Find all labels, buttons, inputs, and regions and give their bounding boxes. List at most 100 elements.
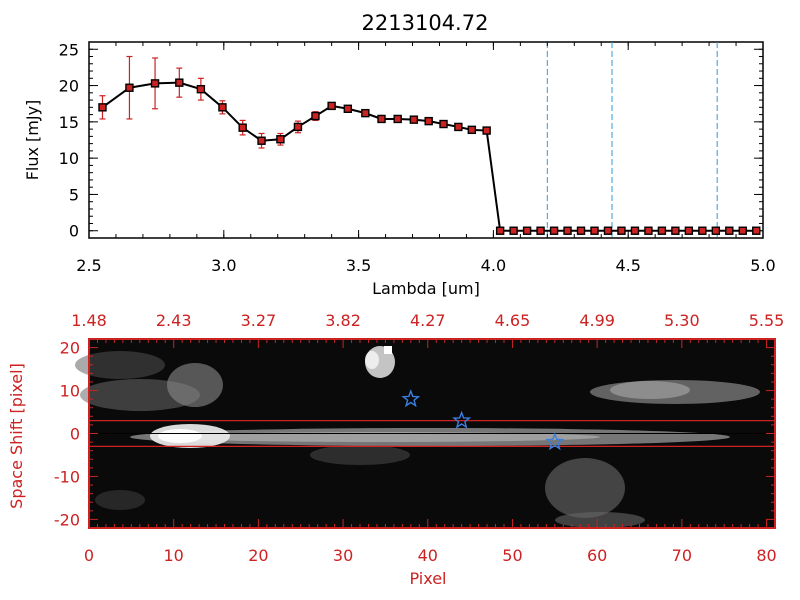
data-point [293, 122, 303, 132]
data-point [125, 83, 134, 92]
wavelength-tick-label: 3.82 [325, 311, 361, 330]
pixel-tick-label: 50 [502, 546, 522, 565]
data-point [98, 103, 107, 112]
data-point [257, 136, 266, 145]
data-point [684, 226, 694, 235]
pixel-tick-label: 20 [248, 546, 268, 565]
x-tick-label: 3.5 [346, 256, 371, 275]
x-tick-label: 2.5 [76, 256, 101, 275]
chart-title: 2213104.72 [362, 11, 489, 35]
data-point [509, 226, 518, 235]
y-axis-label: Flux [mJy] [23, 100, 42, 181]
wavelength-tick-label: 1.48 [71, 311, 107, 330]
spectrum-plot: 2213104.72 2.5 3.0 3.5 4.0 4.5 5.0 0 5 10 15 20 25… [23, 11, 776, 298]
star-markers [401, 389, 565, 451]
data-point [576, 226, 586, 235]
spectral-image [75, 346, 760, 528]
x-tick-labels: 2.5 3.0 3.5 4.0 4.5 5.0 [76, 256, 775, 275]
shift-tick-label: -20 [54, 510, 80, 529]
pixel-tick-label: 10 [164, 546, 184, 565]
axis-ticks [88, 42, 764, 238]
pixel-tick-label: 80 [756, 546, 776, 565]
data-point [409, 115, 419, 124]
data-point [467, 125, 477, 135]
flux-markers [98, 78, 761, 235]
x-tick-label: 4.5 [615, 256, 640, 275]
data-point [536, 226, 545, 235]
data-point [218, 103, 227, 112]
data-point [150, 79, 160, 88]
spectrum-plot-frame [88, 41, 764, 239]
data-point [752, 226, 761, 235]
wavelength-tick-label: 5.30 [664, 311, 700, 330]
data-point [311, 111, 320, 121]
wavelength-tick-label: 4.27 [410, 311, 446, 330]
wavelength-tick-label: 3.27 [241, 311, 277, 330]
shift-tick-label: 20 [60, 339, 80, 358]
data-point [563, 226, 572, 235]
wavelength-tick-label: 2.43 [156, 311, 192, 330]
pixel-tick-label: 40 [418, 546, 438, 565]
pixel-tick-label: 60 [587, 546, 607, 565]
x-tick-label: 4.0 [481, 256, 506, 275]
data-point [590, 226, 599, 235]
y-tick-label: 0 [69, 222, 79, 241]
data-point [644, 226, 653, 235]
star-marker [452, 410, 472, 429]
data-point [482, 126, 491, 135]
data-point [343, 104, 353, 113]
wavelength-tick-label: 5.55 [749, 311, 785, 330]
y-tick-label: 5 [69, 185, 79, 204]
y-tick-labels: 0 5 10 15 20 25 [59, 40, 79, 240]
y-tick-label: 15 [59, 113, 79, 132]
space-shift-axis-label: Space Shift [pixel] [7, 363, 26, 509]
error-bars [99, 55, 490, 149]
y-tick-label: 10 [59, 149, 79, 168]
pixel-axis-label: Pixel [409, 569, 446, 588]
shift-tick-label: -10 [54, 467, 80, 486]
x-tick-label: 3.0 [211, 256, 236, 275]
wavelength-tick-label: 4.65 [495, 311, 531, 330]
data-point [671, 226, 680, 235]
data-point [361, 108, 370, 118]
data-point [196, 84, 206, 94]
data-point [439, 119, 448, 129]
image-axis-ticks [88, 339, 776, 528]
x-axis-label: Lambda [um] [372, 279, 480, 298]
x-tick-label: 5.0 [750, 256, 775, 275]
data-point [738, 226, 747, 235]
star-marker [545, 432, 565, 451]
data-point [238, 123, 247, 132]
data-point [175, 78, 184, 87]
data-point [617, 226, 626, 235]
data-point [276, 135, 285, 144]
shift-tick-labels: 20 10 0 -10 -20 [54, 339, 80, 530]
spectral-image-plot: 0 10 20 30 40 50 60 70 80 1.48 2.43 3.27 3.82 4.27 4.… [7, 311, 784, 588]
data-point [327, 101, 336, 111]
data-point [495, 226, 505, 235]
pixel-tick-labels: 0 10 20 30 40 50 60 70 80 [84, 546, 777, 565]
star-marker [401, 389, 421, 408]
data-point [424, 116, 433, 126]
vertical-markers [546, 42, 718, 238]
data-point [549, 226, 559, 235]
data-point [657, 226, 667, 235]
data-point [630, 226, 640, 235]
pixel-tick-label: 0 [84, 546, 94, 565]
y-tick-label: 20 [59, 77, 79, 96]
data-point [377, 114, 386, 124]
data-point [698, 226, 707, 235]
pixel-tick-label: 30 [333, 546, 353, 565]
y-tick-label: 25 [59, 40, 79, 59]
shift-tick-label: 0 [70, 425, 80, 444]
data-point [603, 226, 613, 235]
aperture-lines [89, 420, 775, 447]
shift-tick-label: 10 [60, 382, 80, 401]
data-point [393, 114, 402, 124]
data-point [522, 226, 532, 235]
pixel-tick-label: 70 [672, 546, 692, 565]
wavelength-tick-label: 4.99 [579, 311, 615, 330]
data-point [725, 226, 734, 235]
wavelength-tick-labels: 1.48 2.43 3.27 3.82 4.27 4.65 4.99 5.30 5.55 [71, 311, 784, 330]
